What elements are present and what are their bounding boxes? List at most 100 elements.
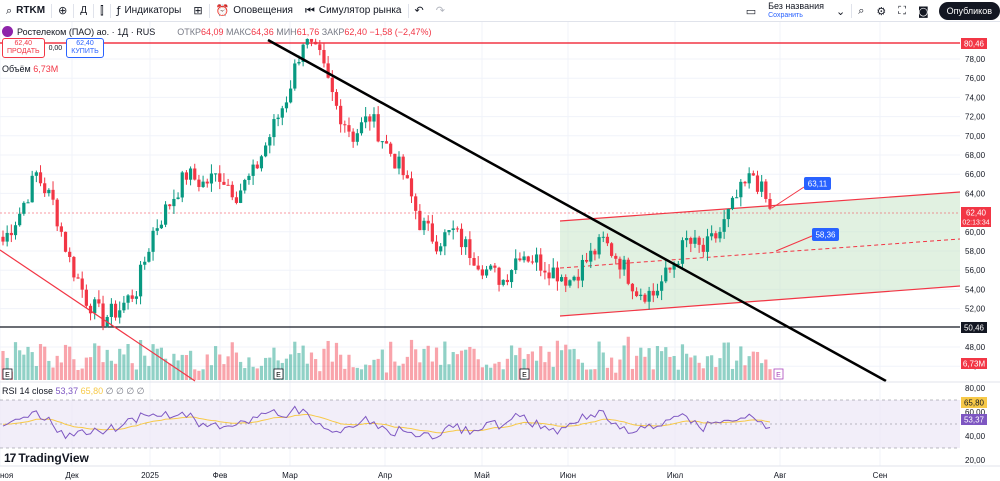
templates-button[interactable]: ⊞ — [187, 0, 208, 22]
volume-legend[interactable]: Объём 6,73M — [2, 64, 58, 74]
candle-body — [509, 270, 514, 283]
candle-body — [118, 310, 122, 318]
volume-bar — [710, 355, 714, 380]
volume-bar — [464, 349, 468, 380]
rsi-ma-badge — [961, 397, 987, 408]
event-mark[interactable] — [273, 368, 284, 380]
downtrend-line[interactable] — [267, 38, 887, 383]
annotation-upper-box[interactable] — [804, 177, 831, 190]
symbol-search[interactable]: ⌕ RTKM — [0, 0, 51, 22]
alerts-label: Оповещения — [233, 5, 293, 16]
redo-button[interactable]: ↷ — [430, 0, 451, 22]
candle-body — [113, 303, 118, 318]
volume-bar — [234, 352, 239, 380]
fullscreen-icon: ⛶ — [898, 4, 906, 17]
price-tick: 48,00 — [965, 343, 986, 352]
volume-bar — [130, 363, 134, 380]
candle-body — [601, 236, 605, 238]
undo-button[interactable]: ↶ — [409, 0, 430, 22]
compare-button[interactable]: ⊕ — [52, 0, 73, 22]
volume-bar — [509, 345, 514, 380]
time-tick: Дек — [65, 471, 79, 480]
volume-bar — [505, 358, 509, 380]
parallel-channel[interactable] — [560, 192, 960, 316]
volume-bar — [147, 365, 151, 380]
candle-body — [568, 280, 572, 286]
volume-bar — [680, 344, 685, 380]
settings-button[interactable]: ⚙ — [870, 0, 892, 22]
volume-bar — [380, 349, 384, 380]
candle-body — [230, 184, 234, 198]
candle-body — [76, 277, 80, 279]
volume-bar — [493, 363, 497, 380]
volume-bar — [126, 344, 130, 380]
time-axis[interactable]: ноя Дек 2025 Фев Мар Апр Май Июн Июл Авг Сен — [0, 471, 887, 480]
volume-bar — [455, 354, 459, 380]
event-mark[interactable] — [519, 368, 530, 380]
volume-bar — [222, 364, 226, 380]
replay-button[interactable]: ⏮ Симулятор рынка — [299, 0, 408, 22]
event-mark[interactable] — [773, 368, 784, 380]
fullscreen-button[interactable]: ⛶ — [892, 0, 912, 22]
volume-bar — [401, 363, 405, 380]
resistance-badge-label: 80,46 — [964, 40, 985, 49]
channel-bottom-line[interactable] — [559, 285, 961, 317]
symbol-title[interactable]: Ростелеком (ПАО) ао. · 1Д · RUS — [17, 26, 156, 37]
buy-label: КУПИТЬ — [71, 48, 99, 55]
candle-body — [213, 173, 218, 175]
candle-body — [143, 261, 147, 265]
chart-type-button[interactable]: ⫿ — [94, 0, 110, 22]
annotation-middle-box[interactable] — [812, 228, 839, 241]
volume-bar — [476, 359, 480, 380]
volume-bar — [272, 347, 276, 380]
rsi-tick: 20,00 — [965, 456, 986, 465]
candle-body — [430, 223, 434, 242]
candle-body — [280, 108, 284, 118]
rsi-legend[interactable]: RSI 14 close 53,37 65,80 ∅ ∅ ∅ ∅ — [2, 386, 145, 397]
time-tick: 2025 — [141, 471, 159, 480]
volume-bar — [364, 364, 368, 380]
price-chart[interactable]: 63,11 58,36 E E E E 78,00 76,00 74,00 72,00… — [0, 22, 1000, 481]
layouts-button[interactable]: ▭ — [740, 0, 762, 22]
price-tick: 52,00 — [965, 305, 986, 314]
candle-body — [618, 258, 622, 270]
event-mark[interactable] — [2, 368, 13, 380]
time-tick: Фев — [213, 471, 228, 480]
low-label: МИН — [276, 26, 297, 37]
candle-body — [434, 241, 439, 252]
buy-button[interactable]: 62,40 КУПИТЬ — [66, 38, 104, 58]
spread-value: 0,00 — [48, 44, 63, 52]
volume-bar — [697, 362, 701, 380]
volume-bar — [239, 361, 243, 380]
volume-bar — [576, 359, 580, 380]
volume-bar — [359, 369, 364, 380]
alerts-button[interactable]: ⏰ Оповещения — [210, 0, 299, 22]
volume-bar — [430, 361, 434, 380]
volume-bar — [564, 344, 568, 380]
channel-top-line[interactable] — [559, 191, 961, 222]
candle-body — [409, 178, 414, 197]
volume-bar — [30, 352, 34, 380]
time-tick: Июл — [667, 471, 684, 480]
volume-bar — [543, 362, 547, 380]
volume-bar — [268, 357, 272, 380]
publish-button[interactable]: Опубликов — [938, 2, 1000, 20]
volume-bar — [264, 357, 268, 380]
channel-mid-line[interactable] — [559, 238, 961, 269]
quick-search-button[interactable]: ⌕ — [852, 0, 870, 22]
annotation-pointer — [775, 235, 813, 252]
sell-button[interactable]: 62,40 ПРОДАТЬ — [2, 38, 45, 58]
indicators-button[interactable]: ƒ Индикаторы — [111, 0, 188, 22]
tradingview-logo[interactable]: 17 TradingView — [4, 451, 89, 465]
layout-name[interactable]: Без названия Сохранить — [762, 2, 830, 20]
snapshot-button[interactable]: ◙ — [912, 0, 935, 22]
volume-bar — [84, 357, 88, 380]
layout-menu-button[interactable]: ⌄ — [830, 0, 851, 22]
trend-line-red[interactable] — [0, 249, 196, 382]
rsi-axis[interactable]: 80,00 60,00 40,00 20,00 — [965, 384, 986, 465]
interval-button[interactable]: Д — [74, 0, 93, 22]
candle-body — [18, 213, 22, 226]
volume-bar — [205, 354, 209, 380]
volume-bar — [593, 369, 597, 380]
candle-body — [13, 225, 18, 236]
